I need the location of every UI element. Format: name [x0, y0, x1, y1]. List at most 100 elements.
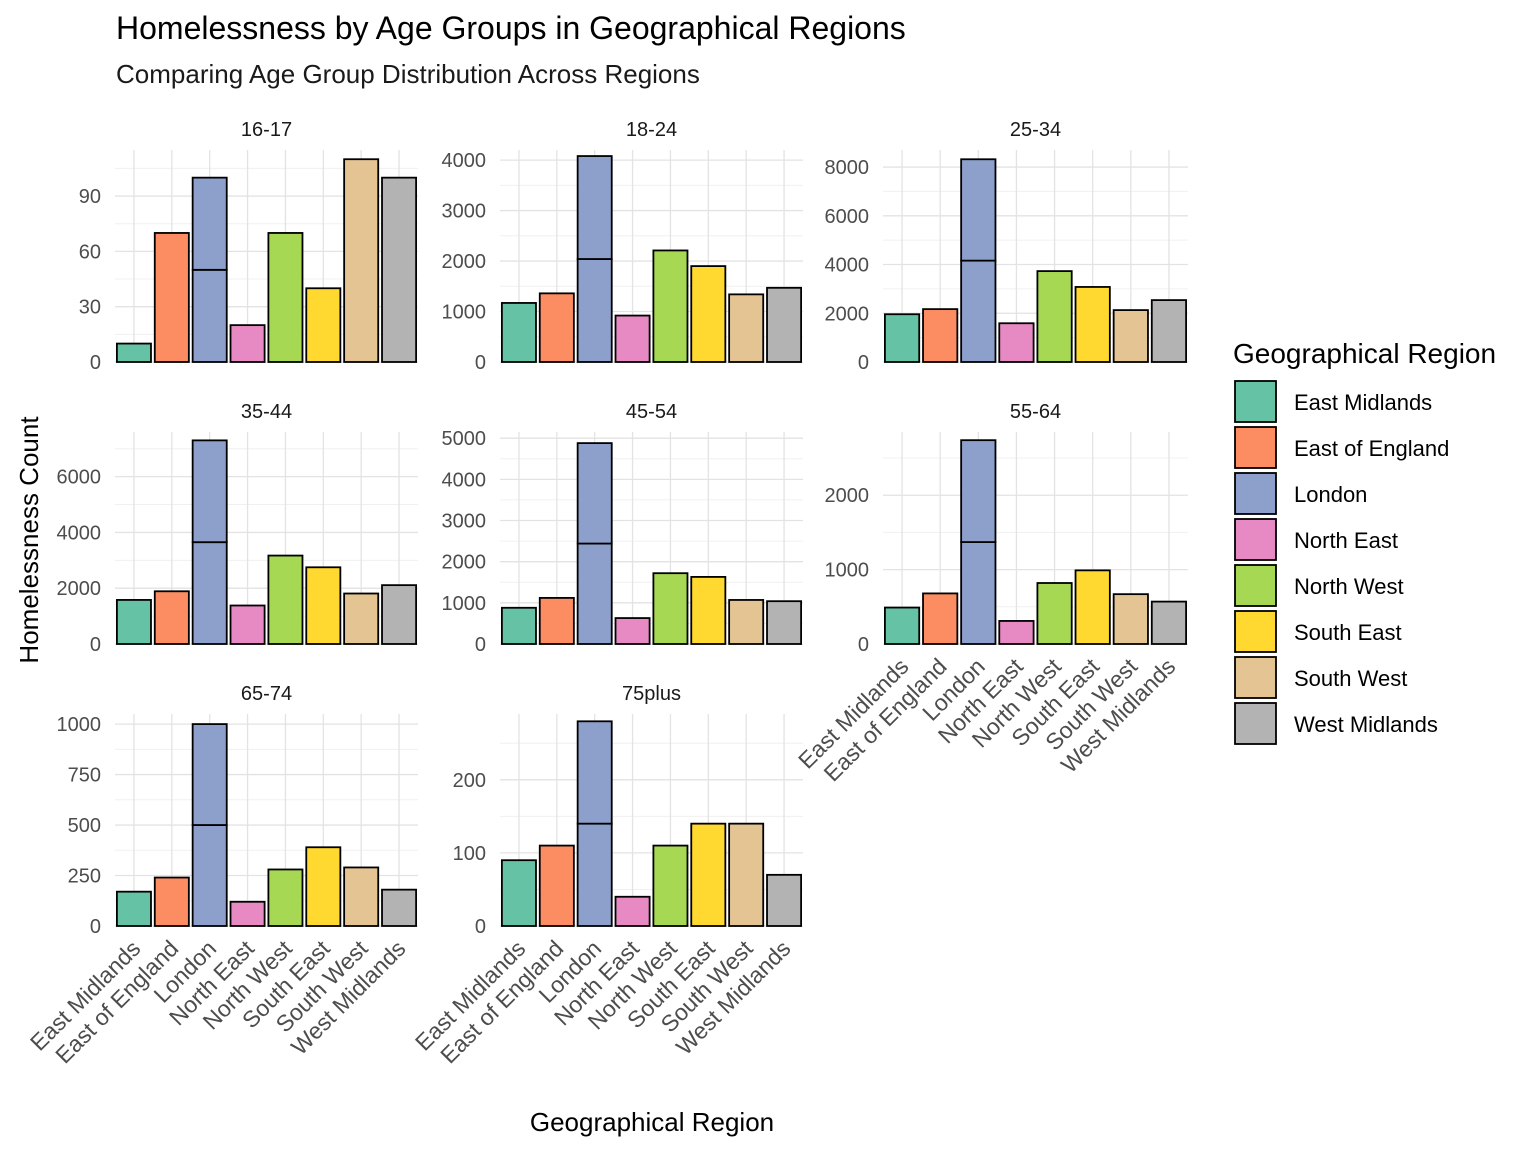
bar-35-44-west-midlands: [381, 584, 418, 645]
bar-75plus-east-midlands: [500, 859, 537, 927]
legend-key-london: [1234, 472, 1277, 515]
y-tick-label: 8000: [825, 157, 870, 179]
bar-35-44-north-east: [229, 604, 266, 645]
bar-16-17-london: [191, 176, 228, 271]
bar-55-64-london: [960, 541, 997, 645]
bar-55-64-north-east: [998, 620, 1035, 645]
legend-label: East of England: [1294, 436, 1449, 461]
bar-35-44-south-west: [343, 592, 380, 645]
bar-25-34-london: [960, 158, 997, 262]
legend-key-south-east: [1234, 610, 1277, 653]
bar-75plus-south-east: [690, 822, 727, 927]
bar-45-54-london: [576, 442, 613, 545]
bar-16-17-south-west: [343, 158, 380, 363]
y-tick-label: 1000: [57, 714, 102, 736]
bar-35-44-east-of-england: [153, 590, 190, 645]
bar-16-17-london: [191, 268, 228, 363]
legend-key-east-midlands: [1234, 380, 1277, 423]
bar-25-34-south-west: [1112, 309, 1149, 363]
y-tick-label: 1000: [442, 302, 487, 324]
panel-18-24: 0 1000 2000 3000 4000 18-24: [442, 119, 803, 374]
y-tick-label: 0: [90, 634, 101, 656]
bar-65-74-north-west: [267, 868, 304, 927]
y-tick-label: 2000: [825, 303, 870, 325]
panel-title: 18-24: [626, 119, 677, 141]
y-tick-label: 4000: [825, 255, 870, 277]
y-tick-label: 3000: [442, 511, 487, 533]
chart-title: Homelessness by Age Groups in Geographic…: [116, 10, 906, 46]
x-axis-title: Geographical Region: [530, 1107, 774, 1137]
y-tick-label: 3000: [442, 201, 487, 223]
y-tick-label: 250: [68, 866, 101, 888]
bar-45-54-west-midlands: [766, 600, 803, 645]
legend-key-north-west: [1234, 564, 1277, 607]
bar-65-74-east-of-england: [153, 876, 190, 927]
y-tick-label: 2000: [825, 485, 870, 507]
y-tick-label: 0: [90, 352, 101, 374]
y-tick-label: 5000: [442, 428, 487, 450]
chart-subtitle: Comparing Age Group Distribution Across …: [116, 59, 700, 89]
legend-label: North West: [1294, 574, 1404, 599]
bar-18-24-south-west: [728, 293, 765, 363]
y-tick-label: 2000: [57, 578, 102, 600]
bar-35-44-london: [191, 541, 228, 645]
bar-65-74-east-midlands: [115, 890, 152, 927]
bar-55-64-east-midlands: [884, 606, 921, 645]
y-tick-label: 200: [453, 770, 486, 792]
y-tick-label: 2000: [442, 251, 487, 273]
bar-35-44-london: [191, 439, 228, 544]
bar-75plus-north-west: [652, 844, 689, 927]
y-tick-label: 0: [475, 634, 486, 656]
bar-18-24-north-east: [614, 314, 651, 363]
y-tick-label: 100: [453, 843, 486, 865]
y-axis-title: Homelessness Count: [14, 416, 44, 664]
y-tick-label: 4000: [442, 150, 487, 172]
y-tick-label: 4000: [442, 469, 487, 491]
panel-16-17: 0 30 60 90 16-17: [79, 119, 418, 374]
panel-title: 65-74: [241, 683, 292, 705]
y-tick-label: 2000: [442, 552, 487, 574]
legend-key-east-of-england: [1234, 426, 1277, 469]
bar-16-17-west-midlands: [381, 176, 418, 363]
bar-25-34-east-of-england: [922, 308, 959, 363]
panel-45-54: 0 1000 2000 3000 4000 5000 45-54: [442, 401, 803, 656]
bar-18-24-london: [576, 258, 613, 363]
bar-55-64-north-west: [1036, 582, 1073, 645]
bar-65-74-south-east: [305, 846, 342, 927]
y-tick-label: 0: [475, 352, 486, 374]
bar-45-54-east-midlands: [500, 606, 537, 645]
bar-75plus-south-west: [728, 822, 765, 927]
bar-75plus-east-of-england: [538, 844, 575, 927]
bar-25-34-north-west: [1036, 270, 1073, 363]
bar-16-17-north-east: [229, 324, 266, 363]
bar-25-34-west-midlands: [1150, 299, 1187, 363]
bar-55-64-south-east: [1074, 569, 1111, 645]
legend-label: South East: [1294, 620, 1402, 645]
panel-title: 25-34: [1010, 119, 1061, 141]
bar-18-24-east-midlands: [500, 302, 537, 363]
bar-45-54-south-west: [728, 599, 765, 645]
bar-45-54-london: [576, 542, 613, 645]
bar-65-74-west-midlands: [381, 888, 418, 927]
panel-35-44: 0 2000 4000 6000 35-44: [57, 401, 418, 656]
bar-75plus-west-midlands: [766, 873, 803, 927]
legend: Geographical Region East Midlands East of …: [1233, 338, 1496, 745]
legend-label: West Midlands: [1294, 712, 1438, 737]
y-tick-label: 4000: [57, 522, 102, 544]
y-tick-label: 6000: [57, 467, 102, 489]
legend-key-west-midlands: [1234, 702, 1277, 745]
bar-25-34-east-midlands: [884, 313, 921, 363]
bar-55-64-south-west: [1112, 593, 1149, 645]
y-tick-label: 750: [68, 765, 101, 787]
legend-title: Geographical Region: [1233, 338, 1496, 369]
bar-18-24-south-east: [690, 265, 727, 363]
bar-55-64-east-of-england: [922, 592, 959, 645]
y-tick-label: 90: [79, 186, 101, 208]
bar-45-54-north-west: [652, 572, 689, 645]
bar-35-44-south-east: [305, 566, 342, 645]
